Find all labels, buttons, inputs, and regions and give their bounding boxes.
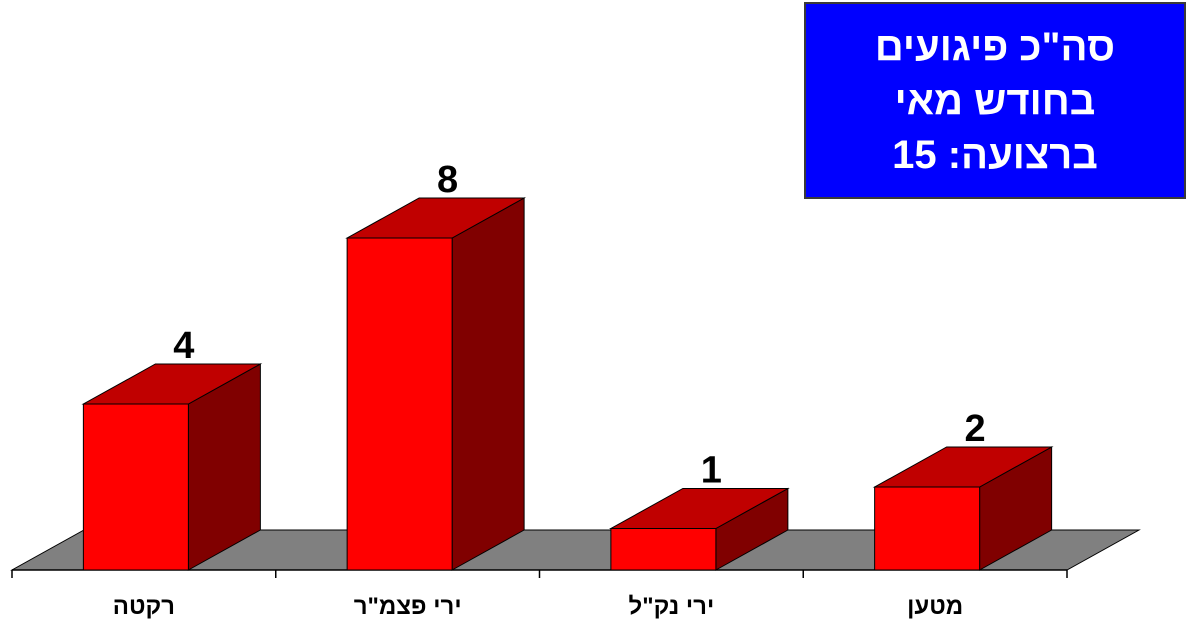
category-label: רקטה [113, 593, 175, 620]
bar-front [610, 528, 717, 571]
category-label: ירי נק"ל [629, 593, 715, 620]
data-label: 2 [965, 408, 986, 450]
total-attacks-box: סה"כ פיגועים בחודש מאי ברצועה: 15 [804, 2, 1186, 199]
bar [872, 446, 1054, 571]
bar-front [346, 237, 453, 571]
labels: 4 רקטה 8 ירי פצמ"ר 1 ירי נק"ל 2 מטען [113, 159, 986, 620]
bar [81, 363, 263, 571]
data-label: 4 [173, 325, 194, 367]
category-label: מטען [907, 593, 963, 620]
bar [608, 487, 790, 571]
total-line-3: ברצועה: 15 [892, 132, 1098, 177]
bars [81, 197, 1054, 571]
total-line-1: סה"כ פיגועים [874, 24, 1116, 69]
x-axis-ticks [11, 570, 1068, 578]
category-label: ירי פצמ"ר [354, 593, 462, 620]
data-label: 8 [437, 159, 458, 201]
bar [345, 197, 527, 571]
bar-side [451, 197, 525, 571]
bar-front [874, 486, 981, 571]
data-label: 1 [701, 450, 722, 492]
total-line-2: בחודש מאי [894, 78, 1096, 123]
bar-front [82, 403, 189, 571]
